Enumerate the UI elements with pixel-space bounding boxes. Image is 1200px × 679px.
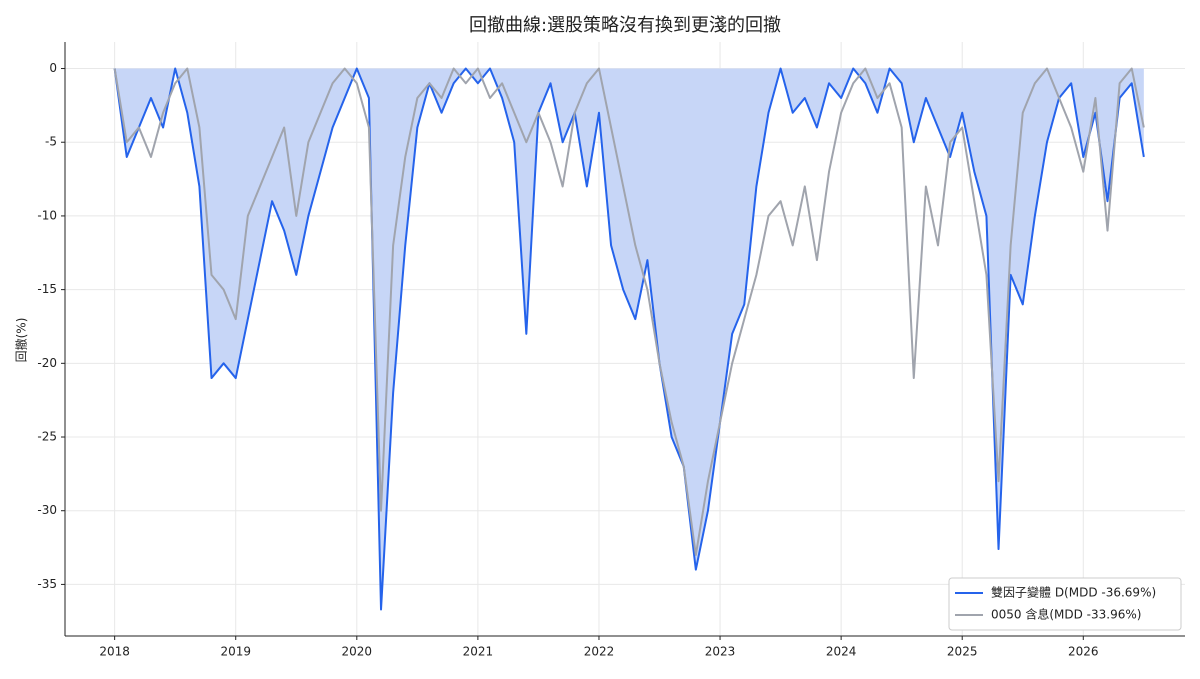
y-tick-label: -20 [37,356,57,370]
legend-box [948,577,1182,631]
y-tick-label: -10 [37,208,57,222]
x-tick-label: 2023 [705,645,736,659]
x-tick-label: 2020 [342,645,373,659]
series-line [113,67,1145,611]
legend-label: 雙因子變體 D(MDD -36.69%) [991,585,1156,600]
y-tick-label: -30 [37,503,57,517]
y-tick-label: -5 [45,135,57,149]
x-tick-label: 2024 [826,645,857,659]
y-tick-label: -35 [37,577,57,591]
x-tick-label: 2025 [947,645,978,659]
x-tick-label: 2019 [220,645,251,659]
legend-label: 0050 含息(MDD -33.96%) [991,607,1141,622]
chart-title: 回撤曲線:選股策略沒有換到更淺的回撤 [469,15,781,36]
x-tick-label: 2026 [1068,645,1099,659]
y-tick-label: -15 [37,282,57,296]
x-tick-label: 2022 [584,645,615,659]
y-tick-label: 0 [49,61,57,75]
y-tick-label: -25 [37,430,57,444]
y-axis-label: 回撤(%) [14,318,29,363]
x-tick-label: 2018 [99,645,130,659]
series-line [113,67,1145,556]
x-tick-label: 2021 [463,645,494,659]
